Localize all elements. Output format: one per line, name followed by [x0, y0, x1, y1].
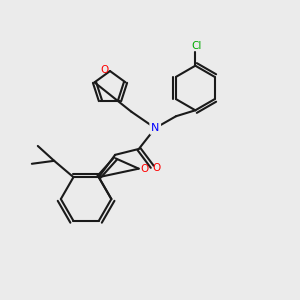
Text: O: O	[100, 64, 109, 75]
Text: N: N	[151, 123, 159, 133]
Text: Cl: Cl	[192, 41, 202, 51]
Text: O: O	[140, 164, 148, 174]
Text: O: O	[153, 163, 161, 173]
